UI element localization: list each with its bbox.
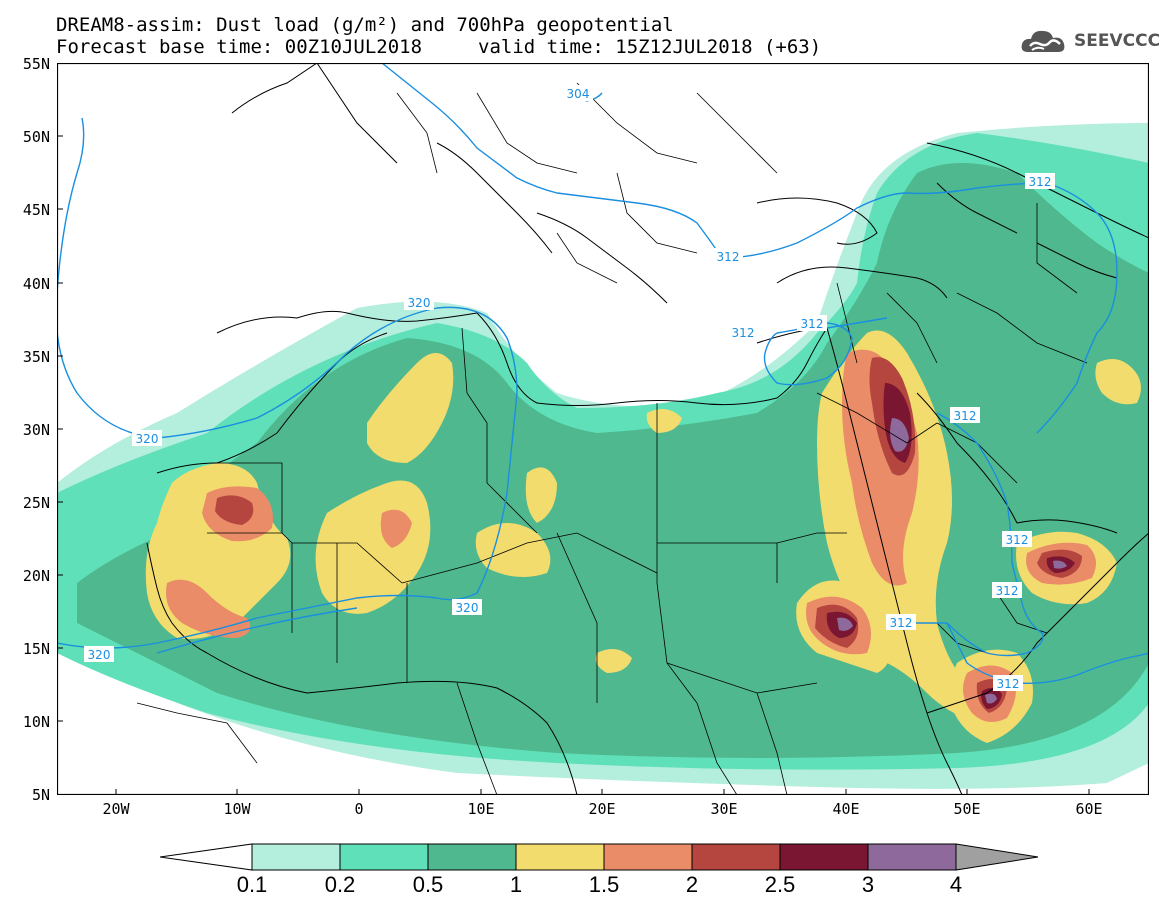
lon-label: 20E [588, 800, 616, 818]
colorbar-tick-label: 0.1 [236, 872, 268, 897]
colorbar-segment [867, 843, 957, 871]
contour-label: 312 [728, 324, 758, 340]
colorbar-tick-label: 1.5 [588, 872, 620, 897]
svg-text:312: 312 [1029, 175, 1052, 189]
axis-ticks [57, 135, 1090, 795]
contour-label: 312 [993, 675, 1023, 691]
lat-label: 5N [31, 786, 50, 804]
forecast-base-time: Forecast base time: 00Z10JUL2018 [56, 36, 423, 58]
colorbar-segment [427, 843, 517, 871]
contour-label: 312 [992, 582, 1022, 598]
contour-label: 320 [132, 430, 162, 446]
lat-label: 30N [22, 421, 50, 439]
colorbar-segment [779, 843, 869, 871]
colorbar-tick-label: 2.5 [764, 872, 796, 897]
lon-label: 0 [354, 800, 364, 818]
svg-text:320: 320 [88, 648, 111, 662]
colorbar-segment [603, 843, 693, 871]
cloud-icon [1021, 30, 1065, 52]
logo-text: SEEVCCC [1074, 31, 1161, 51]
lat-label: 55N [22, 55, 50, 73]
colorbar-tick-label: 0.2 [324, 872, 356, 897]
colorbar-low-triangle [160, 843, 253, 871]
colorbar-segment [515, 843, 605, 871]
lat-label: 15N [22, 640, 50, 658]
contour-label: 320 [404, 294, 434, 310]
lon-label: 30E [710, 800, 738, 818]
svg-text:304: 304 [567, 87, 590, 101]
lon-label: 10E [467, 800, 495, 818]
contour-label: 304 [563, 85, 593, 101]
contour-label: 312 [1025, 173, 1055, 189]
colorbar [160, 843, 1039, 871]
lat-label: 20N [22, 567, 50, 585]
lat-label: 40N [22, 275, 50, 293]
svg-text:320: 320 [408, 296, 431, 310]
colorbar-tick-label: 0.5 [412, 872, 444, 897]
svg-text:312: 312 [890, 616, 913, 630]
valid-time: valid time: 15Z12JUL2018 (+63) [478, 36, 822, 58]
contour-label: 312 [1002, 531, 1032, 547]
svg-text:312: 312 [732, 326, 755, 340]
lon-label: 50E [953, 800, 981, 818]
seevccc-logo: SEEVCCC [1020, 26, 1160, 56]
colorbar-tick-label: 2 [685, 872, 699, 897]
map-title: DREAM8-assim: Dust load (g/m²) and 700hP… [56, 14, 674, 36]
svg-text:312: 312 [954, 409, 977, 423]
contour-labels: 304 312 312 312 312 312 312 312 312 312 … [84, 85, 1055, 691]
contour-label: 312 [797, 315, 827, 331]
svg-text:312: 312 [997, 677, 1020, 691]
contour-label: 312 [886, 614, 916, 630]
lon-label: 40E [832, 800, 860, 818]
lat-label: 50N [22, 128, 50, 146]
contour-label: 312 [713, 248, 743, 264]
svg-text:320: 320 [136, 432, 159, 446]
colorbar-tick-label: 3 [861, 872, 875, 897]
lat-label: 35N [22, 348, 50, 366]
lon-label: 20W [102, 800, 130, 818]
colorbar-tick-label: 1 [509, 872, 523, 897]
lat-label: 45N [22, 201, 50, 219]
colorbar-high-triangle [955, 843, 1039, 871]
svg-text:312: 312 [996, 584, 1019, 598]
dust-level-3 [837, 418, 1067, 704]
dust-load-map: 304 312 312 312 312 312 312 312 312 312 … [57, 63, 1149, 795]
lon-label: 10W [223, 800, 251, 818]
contour-label: 312 [950, 407, 980, 423]
colorbar-segment [339, 843, 429, 871]
lat-label: 25N [22, 494, 50, 512]
contour-label: 320 [452, 599, 482, 615]
geopotential-contours [57, 63, 1149, 685]
dust-level-1.5 [166, 349, 1096, 722]
colorbar-segment [691, 843, 781, 871]
contour-label: 320 [84, 646, 114, 662]
svg-text:312: 312 [801, 317, 824, 331]
lon-label: 60E [1075, 800, 1103, 818]
lat-label: 10N [22, 713, 50, 731]
colorbar-tick-label: 4 [949, 872, 963, 897]
svg-text:320: 320 [456, 601, 479, 615]
svg-text:312: 312 [1006, 533, 1029, 547]
colorbar-segment [251, 843, 341, 871]
svg-text:312: 312 [717, 250, 740, 264]
